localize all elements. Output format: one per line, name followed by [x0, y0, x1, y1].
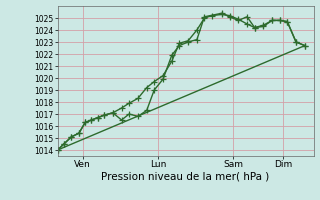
- X-axis label: Pression niveau de la mer( hPa ): Pression niveau de la mer( hPa ): [101, 172, 270, 182]
